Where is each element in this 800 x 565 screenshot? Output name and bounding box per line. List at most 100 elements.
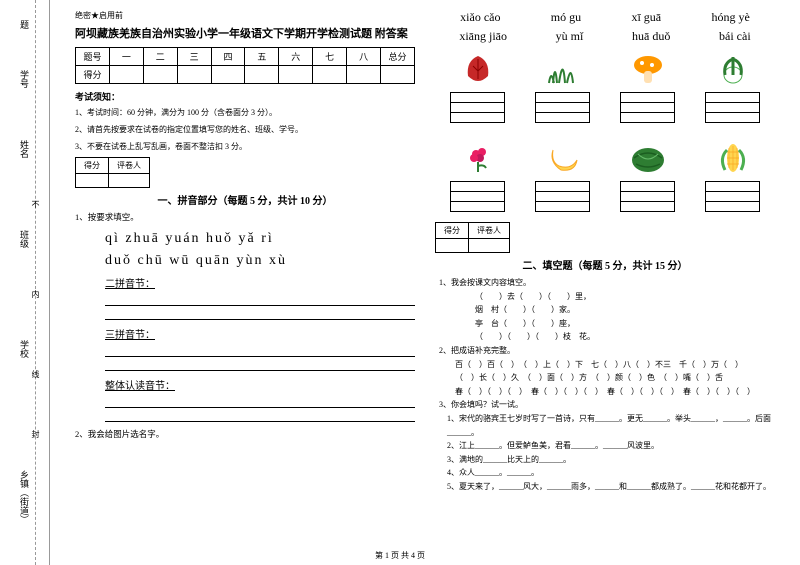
grader-table: 得分评卷人 bbox=[75, 157, 150, 188]
binding-margin: 题 学号 姓名 班级 学校 乡镇（街道） 不 内 线 封 bbox=[0, 0, 50, 565]
section-2-title: 二、填空题（每题 5 分，共计 15 分） bbox=[435, 257, 775, 272]
write-line bbox=[105, 357, 415, 371]
flower-icon bbox=[453, 137, 503, 177]
pinyin-word: mó gu bbox=[551, 10, 581, 25]
q1-1: 1、按要求填空。 bbox=[75, 211, 415, 225]
banana-icon bbox=[538, 137, 588, 177]
write-line bbox=[105, 394, 415, 408]
margin-label: 班级 bbox=[18, 230, 31, 248]
answer-grid bbox=[535, 181, 590, 212]
page-container: 题 学号 姓名 班级 学校 乡镇（街道） 不 内 线 封 绝密★启用前 阿坝藏族… bbox=[0, 0, 800, 565]
page-footer: 第 1 页 共 4 页 bbox=[0, 550, 800, 561]
grass-icon bbox=[538, 48, 588, 88]
grid-row-1 bbox=[435, 92, 775, 123]
pinyin-word: huā duǒ bbox=[632, 29, 670, 44]
answer-grid bbox=[535, 92, 590, 123]
q2-1-line: （ ）去（ ）（ ）里， bbox=[435, 290, 775, 304]
score-cell: 得分 bbox=[76, 66, 110, 84]
q2-3-line: 2、江上______。但爱鲈鱼美，君看______。______风波里。 bbox=[435, 439, 775, 453]
grader-table-2: 得分评卷人 bbox=[435, 222, 510, 253]
grader-cell: 评卷人 bbox=[109, 158, 150, 174]
pinyin-word: bái cài bbox=[719, 29, 751, 44]
mushroom-icon bbox=[623, 48, 673, 88]
pinyin-line-1: qì zhuā yuán huǒ yǎ rì bbox=[75, 231, 415, 247]
grader-cell: 得分 bbox=[76, 158, 109, 174]
score-header: 八 bbox=[347, 48, 381, 66]
notice-heading: 考试须知： bbox=[75, 90, 415, 103]
score-header: 三 bbox=[177, 48, 211, 66]
sub-2: 三拼音节： bbox=[75, 326, 415, 341]
answer-grid bbox=[450, 181, 505, 212]
margin-label: 乡镇（街道） bbox=[18, 470, 31, 524]
q2-3: 3、你会填吗？试一试。 bbox=[435, 398, 775, 412]
content-area: 绝密★启用前 阿坝藏族羌族自治州实验小学一年级语文下学期开学检测试题 附答案 题… bbox=[50, 0, 800, 565]
image-row-1 bbox=[435, 48, 775, 88]
pinyin-word: hóng yè bbox=[711, 10, 749, 25]
notice-1: 1、考试时间：60 分钟，满分为 100 分（含卷面分 3 分）。 bbox=[75, 107, 415, 120]
q2-2-line: 百（ ）百（ ） （ ）上（ ）下 七（ ）八（ ）不三 千（ ）万（ ） bbox=[435, 358, 775, 372]
notice-2: 2、请首先按要求在试卷的指定位置填写您的姓名、班级、学号。 bbox=[75, 124, 415, 137]
margin-label: 学校 bbox=[18, 340, 31, 358]
q2-1-line: 烟 村（ ）（ ）家。 bbox=[435, 303, 775, 317]
pinyin-word: xī guā bbox=[631, 10, 661, 25]
q2-1-line: 亭 台（ ）（ ）座， bbox=[435, 317, 775, 331]
score-header: 二 bbox=[143, 48, 177, 66]
answer-grid bbox=[450, 92, 505, 123]
cabbage-icon bbox=[708, 48, 758, 88]
left-column: 绝密★启用前 阿坝藏族羌族自治州实验小学一年级语文下学期开学检测试题 附答案 题… bbox=[65, 10, 425, 560]
margin-mark: 线 bbox=[30, 370, 41, 378]
q2-3-line: 4、众人______。______。 bbox=[435, 466, 775, 480]
score-header: 总分 bbox=[381, 48, 415, 66]
q2-3-line: 5、夏天来了，______风大，______雨多，______和______都成… bbox=[435, 480, 775, 494]
score-header: 题号 bbox=[76, 48, 110, 66]
score-table: 题号 一 二 三 四 五 六 七 八 总分 得分 bbox=[75, 47, 415, 84]
q2-3-line: 3、满地的______比天上的______。 bbox=[435, 453, 775, 467]
score-header: 七 bbox=[313, 48, 347, 66]
corn-icon bbox=[708, 137, 758, 177]
right-column: xiǎo cǎo mó gu xī guā hóng yè xiāng jiāo… bbox=[425, 10, 785, 560]
answer-grid bbox=[705, 181, 760, 212]
margin-label: 题 bbox=[18, 20, 31, 29]
image-row-2 bbox=[435, 137, 775, 177]
q2-2: 2、把成语补充完整。 bbox=[435, 344, 775, 358]
pinyin-word: yù mǐ bbox=[556, 29, 584, 44]
write-line bbox=[105, 343, 415, 357]
q2-1-line: （ ）（ ）（ ）枝 花。 bbox=[435, 330, 775, 344]
score-header: 六 bbox=[279, 48, 313, 66]
score-header: 四 bbox=[211, 48, 245, 66]
score-header: 五 bbox=[245, 48, 279, 66]
leaf-icon bbox=[453, 48, 503, 88]
write-line bbox=[105, 408, 415, 422]
pinyin-word: xiāng jiāo bbox=[459, 29, 507, 44]
margin-mark: 封 bbox=[30, 430, 41, 438]
margin-mark: 内 bbox=[30, 290, 41, 298]
pinyin-words-row-2: xiāng jiāo yù mǐ huā duǒ bái cài bbox=[435, 29, 775, 44]
margin-label: 学号 bbox=[18, 70, 31, 88]
q1-2: 2、我会给图片选名字。 bbox=[75, 428, 415, 442]
q2-2-line: （ ）长（ ）久 （ ）面（ ）方 （ ）颜（ ）色 （ ）嘴（ ）舌 bbox=[435, 371, 775, 385]
q2-3-line: 1、宋代的骆宾王七岁时写了一首诗，只有______。更无______。举头___… bbox=[435, 412, 775, 439]
q2-2-line: 春（ ）（ ）（ ） 春（ ）（ ）（ ） 春（ ）（ ）（ ） 春（ ）（ ）… bbox=[435, 385, 775, 399]
grader-cell: 评卷人 bbox=[469, 223, 510, 239]
q2-1: 1、我会按课文内容填空。 bbox=[435, 276, 775, 290]
write-line bbox=[105, 306, 415, 320]
pinyin-words-row-1: xiǎo cǎo mó gu xī guā hóng yè bbox=[435, 10, 775, 25]
exam-title: 阿坝藏族羌族自治州实验小学一年级语文下学期开学检测试题 附答案 bbox=[75, 25, 415, 41]
margin-label: 姓名 bbox=[18, 140, 31, 158]
sub-3: 整体认读音节： bbox=[75, 377, 415, 392]
score-header: 一 bbox=[109, 48, 143, 66]
dash-line bbox=[35, 0, 36, 565]
notice-3: 3、不要在试卷上乱写乱画，卷面不整洁扣 3 分。 bbox=[75, 141, 415, 154]
pinyin-word: xiǎo cǎo bbox=[460, 10, 500, 25]
watermelon-icon bbox=[623, 137, 673, 177]
grid-row-2 bbox=[435, 181, 775, 212]
section-1-title: 一、拼音部分（每题 5 分，共计 10 分） bbox=[75, 192, 415, 207]
sub-1: 二拼音节： bbox=[75, 275, 415, 290]
answer-grid bbox=[705, 92, 760, 123]
confidential-mark: 绝密★启用前 bbox=[75, 10, 415, 21]
margin-mark: 不 bbox=[30, 200, 41, 208]
answer-grid bbox=[620, 181, 675, 212]
score-cell bbox=[109, 66, 143, 84]
grader-cell: 得分 bbox=[436, 223, 469, 239]
answer-grid bbox=[620, 92, 675, 123]
